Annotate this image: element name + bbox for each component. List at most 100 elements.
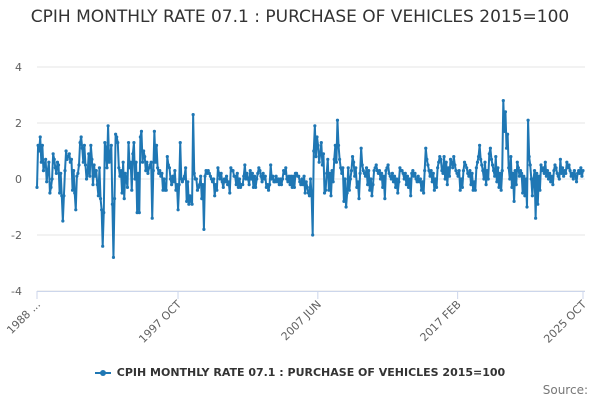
data-point[interactable] (125, 185, 130, 189)
data-point[interactable] (526, 118, 530, 122)
data-point[interactable] (558, 157, 562, 161)
data-point[interactable] (304, 180, 308, 184)
data-point[interactable] (409, 194, 413, 198)
data-point[interactable] (580, 174, 584, 178)
data-point[interactable] (292, 185, 296, 189)
data-point[interactable] (63, 169, 67, 173)
data-point[interactable] (426, 163, 430, 167)
data-point[interactable] (81, 160, 85, 164)
data-point[interactable] (535, 171, 539, 175)
data-point[interactable] (431, 171, 435, 175)
credits-text[interactable]: Source: (542, 383, 588, 397)
data-point[interactable] (319, 141, 323, 145)
data-point[interactable] (511, 171, 515, 175)
data-point[interactable] (498, 171, 502, 175)
data-point[interactable] (359, 146, 363, 150)
data-point[interactable] (100, 208, 104, 212)
data-point[interactable] (338, 157, 342, 161)
data-point[interactable] (568, 169, 572, 173)
data-point[interactable] (139, 129, 144, 133)
data-point[interactable] (329, 194, 333, 198)
data-point[interactable] (482, 177, 486, 181)
data-point[interactable] (154, 143, 159, 147)
data-point[interactable] (112, 197, 117, 201)
data-point[interactable] (458, 188, 462, 192)
data-point[interactable] (492, 169, 496, 173)
data-point[interactable] (41, 169, 46, 173)
data-point[interactable] (61, 219, 65, 223)
data-point[interactable] (248, 169, 252, 173)
data-point[interactable] (448, 157, 453, 161)
data-point[interactable] (184, 166, 188, 170)
data-point[interactable] (212, 177, 216, 181)
data-point[interactable] (91, 183, 95, 187)
data-point[interactable] (115, 135, 119, 139)
data-point[interactable] (432, 188, 436, 192)
data-point[interactable] (50, 177, 54, 181)
data-point[interactable] (180, 180, 184, 184)
data-point[interactable] (327, 188, 331, 192)
data-point[interactable] (506, 132, 510, 136)
data-point[interactable] (476, 155, 481, 159)
data-point[interactable] (350, 155, 355, 159)
data-point[interactable] (177, 183, 181, 187)
data-point[interactable] (271, 174, 275, 178)
data-point[interactable] (500, 169, 504, 173)
data-point[interactable] (389, 177, 393, 181)
data-point[interactable] (84, 177, 89, 181)
data-point[interactable] (297, 174, 301, 178)
data-point[interactable] (496, 166, 500, 170)
data-point[interactable] (269, 163, 273, 167)
data-point[interactable] (387, 171, 391, 175)
data-point[interactable] (263, 174, 267, 178)
data-point[interactable] (246, 177, 250, 181)
data-point[interactable] (207, 171, 211, 175)
data-point[interactable] (202, 227, 206, 231)
data-point[interactable] (274, 174, 278, 178)
data-point[interactable] (541, 166, 545, 170)
data-point[interactable] (548, 171, 552, 175)
data-point[interactable] (509, 155, 513, 159)
data-point[interactable] (124, 177, 128, 181)
data-point[interactable] (363, 174, 368, 178)
data-point[interactable] (579, 166, 583, 170)
data-point[interactable] (376, 171, 380, 175)
data-point[interactable] (446, 166, 450, 170)
data-point[interactable] (434, 185, 439, 189)
data-point[interactable] (504, 146, 509, 150)
data-point[interactable] (417, 180, 421, 184)
data-point[interactable] (468, 169, 472, 173)
data-point[interactable] (386, 163, 390, 167)
data-point[interactable] (90, 157, 94, 161)
data-point[interactable] (210, 180, 215, 184)
data-point[interactable] (306, 191, 310, 195)
data-point[interactable] (470, 171, 474, 175)
data-point[interactable] (252, 174, 257, 178)
data-point[interactable] (97, 166, 102, 170)
data-point[interactable] (444, 160, 448, 164)
data-point[interactable] (221, 185, 225, 189)
data-point[interactable] (512, 199, 516, 203)
data-point[interactable] (419, 188, 424, 192)
data-point[interactable] (280, 177, 285, 181)
data-point[interactable] (473, 188, 477, 192)
data-point[interactable] (520, 171, 524, 175)
data-point[interactable] (349, 169, 354, 173)
data-point[interactable] (302, 174, 306, 178)
data-point[interactable] (457, 169, 461, 173)
data-point[interactable] (565, 160, 569, 164)
data-point[interactable] (148, 163, 152, 167)
data-point[interactable] (145, 160, 149, 164)
data-point[interactable] (196, 185, 201, 189)
data-point[interactable] (320, 163, 324, 167)
data-point[interactable] (65, 157, 69, 161)
data-point[interactable] (381, 185, 385, 189)
data-point[interactable] (340, 171, 344, 175)
data-point[interactable] (122, 197, 126, 201)
data-point[interactable] (279, 183, 284, 187)
data-point[interactable] (42, 163, 47, 167)
data-point[interactable] (542, 171, 546, 175)
data-point[interactable] (312, 149, 316, 153)
data-point[interactable] (371, 183, 375, 187)
data-point[interactable] (367, 169, 371, 173)
